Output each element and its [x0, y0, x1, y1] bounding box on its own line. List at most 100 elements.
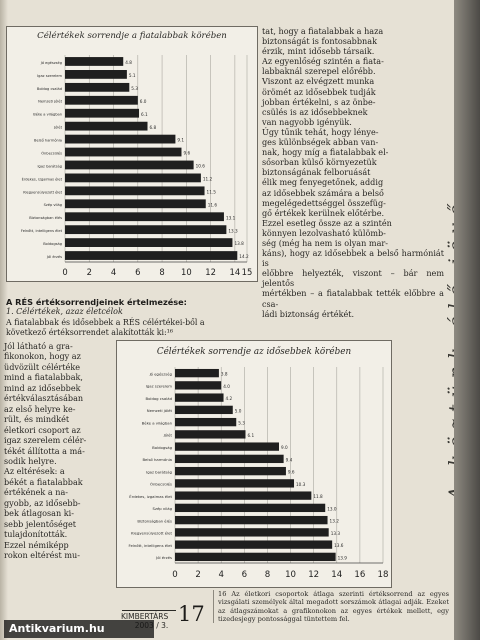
tick-label: 2: [87, 267, 92, 277]
text-line: sebb jelentőséget: [4, 518, 77, 529]
value-label: 5.1: [129, 73, 136, 78]
text-line: nak, hogy míg a fiatalabbak el-: [262, 147, 389, 158]
tick-label: 12: [205, 267, 216, 277]
value-label: 13.2: [330, 519, 340, 524]
page-edge-shadow: [454, 0, 480, 640]
page-spine-shadow: [0, 0, 8, 640]
watermark: Antikvarium.hu: [4, 620, 154, 638]
text-line: üdvözült célértéke: [4, 361, 81, 372]
bar: [175, 466, 286, 476]
tick-label: 10: [181, 267, 192, 277]
category-label: Jól érzés: [155, 555, 172, 560]
value-label: 13.6: [334, 543, 344, 548]
category-label: Jólét: [163, 433, 173, 438]
category-label: Jó egészség: [149, 371, 173, 376]
bar: [65, 147, 182, 157]
value-label: 11.6: [208, 202, 218, 207]
category-label: Béke a világban: [33, 113, 62, 117]
section-heading: A RÉS értéksorrendjeinek értelmezése:: [6, 297, 187, 307]
value-label: 10.6: [196, 164, 206, 169]
value-label: 6.1: [141, 112, 148, 117]
value-label: 13.1: [226, 215, 236, 220]
value-label: 4.0: [223, 384, 230, 389]
value-label: 9.6: [288, 470, 295, 475]
section-subheading: 1. Célértékek, azaz életcélok: [6, 307, 123, 316]
tick-label: 6: [135, 267, 140, 277]
tick-label: 6: [242, 570, 247, 580]
value-label: 5.0: [235, 408, 242, 413]
value-label: 6.8: [150, 125, 157, 130]
text-line: élik meg fenyegetőnek, addig: [262, 177, 384, 188]
tick-label: 14: [331, 570, 342, 580]
bar: [65, 186, 205, 196]
category-label: Biztonságban élés: [29, 216, 62, 220]
text-line: ládi biztonság értékét.: [262, 308, 355, 319]
bar: [175, 430, 246, 439]
tick-label: 4: [111, 267, 116, 277]
bar: [175, 552, 336, 562]
bar: [65, 173, 201, 183]
tick-label: 0: [62, 267, 67, 277]
text-line: Ezzel esetleg össze az a szintén: [262, 217, 392, 228]
text-line: örömét az idősebbek tudják: [262, 86, 376, 97]
footnote: 16 Az életkori csoportok átlaga szerinti…: [213, 590, 449, 624]
value-label: 4.2: [226, 396, 233, 401]
tick-label: 8: [265, 570, 270, 580]
text-line: életkori csoport az: [4, 424, 81, 435]
text-line: rült, és mindkét: [4, 414, 70, 425]
value-label: 9.4: [286, 457, 293, 462]
bar: [175, 515, 328, 525]
bar: [65, 238, 233, 247]
text-line: labbaknál szerepel előrébb.: [262, 66, 376, 77]
value-label: 13.8: [234, 241, 244, 246]
tick-label: 4: [218, 570, 223, 580]
bar: [175, 417, 237, 427]
bar: [65, 95, 138, 105]
category-label: Béke a világban: [142, 420, 173, 425]
text-line: Viszont az elvégzett munka: [262, 76, 375, 87]
bar: [175, 479, 295, 488]
left-column-text: Jól látható a gra-fikonokon, hogy az üdvö…: [4, 341, 112, 561]
category-label: Boldogság: [43, 242, 62, 246]
tick-label: 18: [378, 570, 389, 580]
text-line: mind az idősebbek: [4, 382, 81, 393]
bar: [65, 70, 127, 79]
text-line: tulajdonították.: [4, 529, 68, 540]
text-line: rokon eltérést mu-: [4, 550, 80, 561]
bar: [65, 225, 227, 235]
text-line: ges különbségek abban van-: [262, 137, 379, 148]
text-line: Jól látható a gra-: [4, 341, 73, 351]
bar: [175, 491, 312, 500]
category-label: Igaz szerelem: [146, 384, 173, 389]
bar: [175, 368, 219, 378]
category-label: Belső harmónia: [142, 457, 172, 462]
text-line: sősorban külső környezetük: [262, 157, 377, 168]
tick-label: 8: [159, 267, 164, 277]
text-line: jobban értékelni, s az önbe-: [262, 96, 376, 107]
text-line: az idősebbek számára a belső: [262, 187, 384, 198]
chart-old-title: Célértékek sorrendje az idősebbek körébe…: [156, 347, 352, 357]
tick-label: 0: [172, 570, 177, 580]
value-label: 9.6: [183, 151, 190, 156]
category-label: Szép világ: [44, 203, 62, 207]
category-label: Igaz barátság: [146, 469, 172, 474]
bar: [175, 454, 284, 464]
value-label: 13.3: [331, 531, 341, 536]
value-label: 6.0: [140, 99, 147, 104]
bar: [175, 442, 279, 451]
bar: [175, 393, 224, 402]
text-line: sodik helyre.: [4, 455, 57, 466]
magazine-page: Célértékek sorrendje a fiatalabbak köréb…: [0, 0, 454, 640]
bar: [175, 528, 329, 537]
category-label: Önbecsülés: [150, 482, 172, 487]
value-label: 13.3: [228, 228, 238, 233]
category-label: Jól érzés: [46, 255, 62, 259]
category-label: Érdekes, izgalmas élet: [22, 176, 63, 181]
text-line: Úgy tűnik tehát, hogy lénye-: [262, 126, 379, 137]
text-line: Az eltérések: a: [4, 466, 65, 477]
bar: [65, 108, 140, 118]
section-intro: A fiatalabbak és idősebbek a RÉS célérté…: [6, 318, 205, 337]
bar: [65, 212, 224, 222]
category-label: Igaz szerelem: [37, 74, 62, 78]
text-line: értékválasztásában: [4, 393, 84, 404]
